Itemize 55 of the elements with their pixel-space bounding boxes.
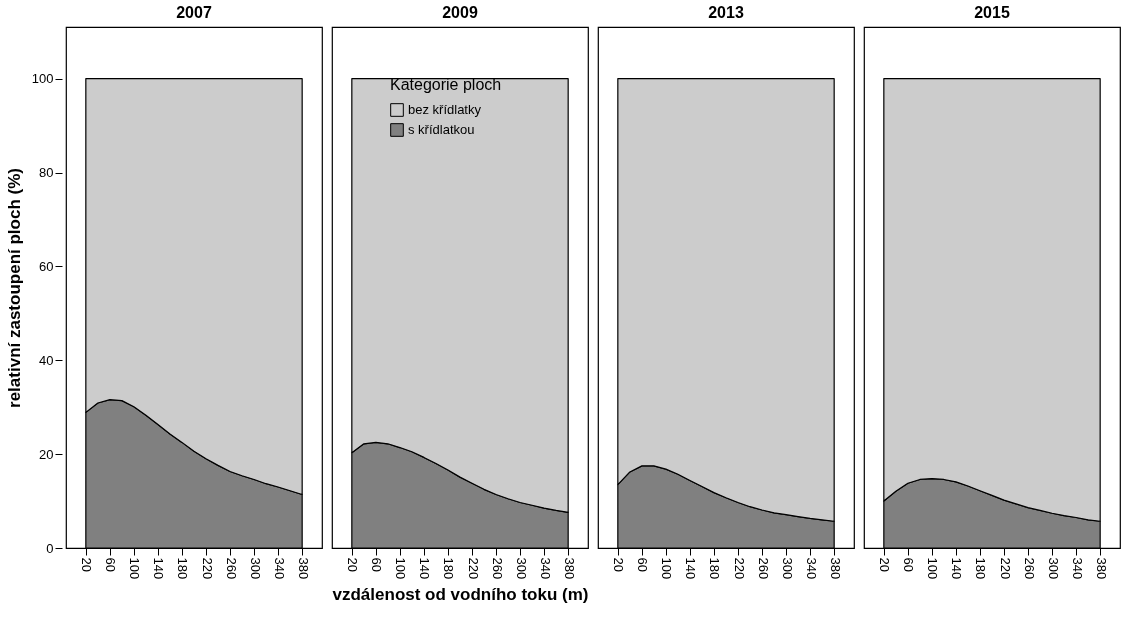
x-tick-label: 260 bbox=[755, 557, 771, 580]
x-tick-label: 140 bbox=[151, 557, 167, 580]
x-tick-label: 300 bbox=[513, 557, 529, 580]
x-tick-label: 100 bbox=[925, 557, 941, 580]
x-tick-label: 140 bbox=[417, 557, 433, 580]
x-tick-label: 260 bbox=[223, 557, 239, 580]
y-tick-label: 80 bbox=[39, 165, 54, 180]
y-tick-label: 0 bbox=[46, 540, 54, 556]
x-tick-label: 20 bbox=[611, 557, 627, 572]
x-tick-label: 60 bbox=[635, 557, 651, 572]
y-tick-label: 60 bbox=[39, 258, 54, 274]
x-tick-label: 60 bbox=[103, 557, 119, 572]
x-tick-label: 100 bbox=[393, 557, 409, 580]
x-tick-label: 380 bbox=[1093, 557, 1109, 580]
x-tick-label: 180 bbox=[441, 557, 457, 580]
x-tick-label: 260 bbox=[489, 557, 505, 580]
x-tick-label: 340 bbox=[271, 557, 287, 580]
x-tick-label: 100 bbox=[659, 557, 675, 580]
x-tick-label: 220 bbox=[997, 557, 1013, 580]
x-tick-label: 100 bbox=[127, 557, 143, 580]
y-tick-label: 20 bbox=[39, 446, 54, 462]
series-label: bez křídlatky bbox=[408, 102, 482, 117]
x-tick-label: 380 bbox=[561, 557, 577, 580]
chart-title: 2009 bbox=[442, 4, 478, 21]
x-tick-label: 20 bbox=[877, 557, 893, 572]
x-tick-label: 140 bbox=[949, 557, 965, 580]
x-tick-label: 300 bbox=[1045, 557, 1061, 580]
x-tick-label: 380 bbox=[827, 557, 843, 580]
x-tick-label: 220 bbox=[731, 557, 747, 580]
x-tick-label: 340 bbox=[537, 557, 553, 580]
x-tick-label: 340 bbox=[1069, 557, 1085, 580]
x-tick-label: 20 bbox=[345, 557, 361, 572]
x-tick-label: 20 bbox=[79, 557, 95, 572]
legend-label: s křídlatkou bbox=[408, 122, 475, 137]
x-tick-label: 300 bbox=[779, 557, 795, 580]
x-axis-title: vzdálenost od vodního toku (m) bbox=[332, 585, 589, 605]
x-tick-label: 220 bbox=[465, 557, 481, 580]
x-tick-label: 180 bbox=[707, 557, 723, 580]
x-tick-label: 60 bbox=[369, 557, 385, 572]
chart-title: 2013 bbox=[708, 4, 744, 21]
y-axis-title: relativní zastoupení ploch (%) bbox=[4, 168, 24, 408]
x-tick-label: 340 bbox=[803, 557, 819, 580]
x-tick-label: 180 bbox=[175, 557, 191, 580]
y-tick-label: 40 bbox=[39, 352, 54, 368]
chart-title: 2015 bbox=[974, 4, 1010, 21]
y-tick-label: 100 bbox=[31, 71, 54, 87]
x-tick-label: 220 bbox=[199, 557, 215, 580]
x-tick-label: 60 bbox=[901, 557, 917, 572]
x-tick-label: 180 bbox=[973, 557, 989, 580]
legend-title: Kategorie ploch bbox=[390, 76, 502, 93]
x-tick-label: 260 bbox=[1021, 557, 1037, 580]
x-tick-label: 300 bbox=[247, 557, 263, 580]
x-tick-label: 380 bbox=[295, 557, 311, 580]
chart-title: 2007 bbox=[176, 4, 212, 21]
x-tick-label: 140 bbox=[683, 557, 699, 580]
